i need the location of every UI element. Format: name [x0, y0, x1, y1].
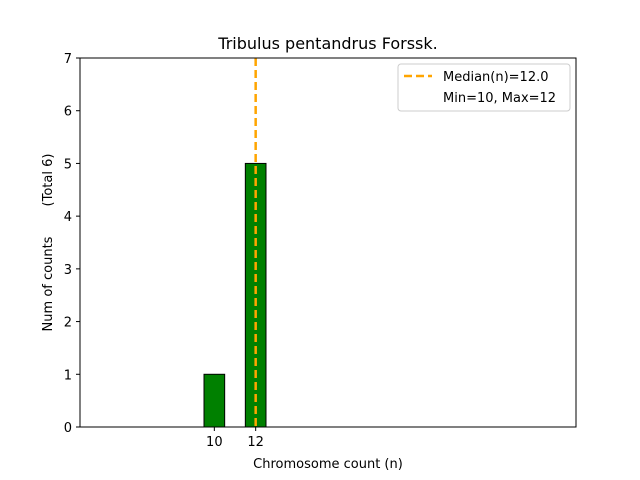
- y-axis: 0 1 2 3 4 5 6 7: [64, 52, 80, 436]
- y-tick-label: 7: [64, 52, 72, 67]
- legend-box: [397, 63, 571, 112]
- legend-median-label: Median(n)=12.0: [443, 70, 549, 85]
- y-tick-label: 1: [64, 368, 72, 383]
- y-axis-total-label: (Total 6): [41, 154, 56, 207]
- legend: Median(n)=12.0 Min=10, Max=12: [397, 63, 571, 112]
- y-tick-label: 5: [64, 157, 72, 172]
- bar-10: [203, 373, 226, 428]
- x-axis: 10 12: [206, 427, 264, 450]
- legend-minmax-label: Min=10, Max=12: [443, 91, 556, 106]
- x-tick-label: 10: [206, 435, 223, 450]
- y-tick-label: 4: [64, 210, 72, 225]
- chart-title: Tribulus pentandrus Forssk.: [217, 34, 437, 53]
- bars-layer: [203, 162, 267, 428]
- y-tick-label: 6: [64, 105, 72, 120]
- y-tick-label: 3: [64, 263, 72, 278]
- y-tick-label: 0: [64, 421, 72, 436]
- x-tick-label: 12: [247, 435, 264, 450]
- y-axis-label: Num of counts: [41, 236, 56, 331]
- y-tick-label: 2: [64, 316, 72, 331]
- plot-frame: [79, 57, 577, 428]
- x-axis-label: Chromosome count (n): [253, 457, 403, 472]
